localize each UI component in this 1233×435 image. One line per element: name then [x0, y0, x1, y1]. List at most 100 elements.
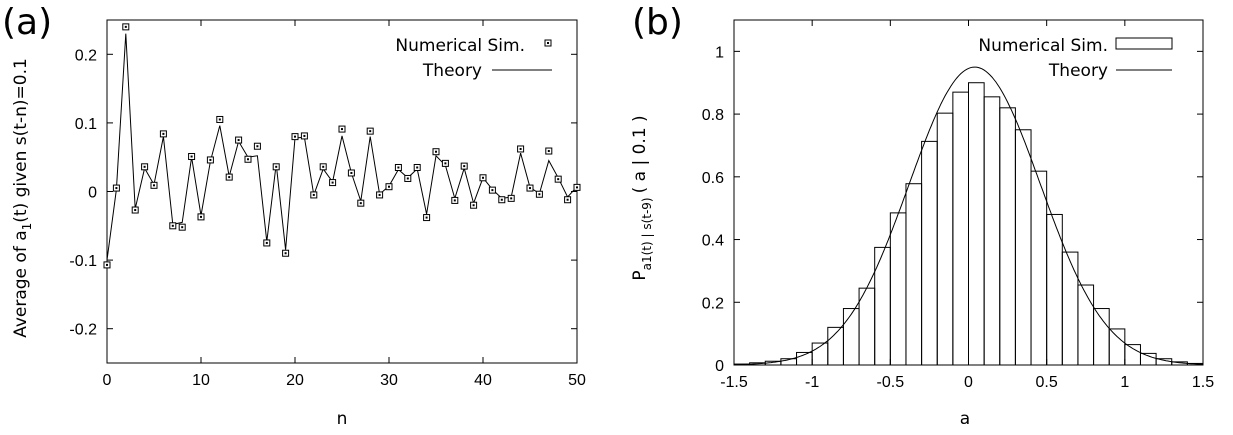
y-tick-label-b: 0.4 — [702, 233, 724, 250]
histogram-bar-b — [1093, 308, 1110, 366]
theory-curve-b — [734, 66, 1204, 366]
sim-point-a — [526, 184, 534, 192]
histogram-bar-b — [921, 140, 938, 366]
sim-marker-dot — [463, 165, 466, 168]
chart-panel-b: (b) -1.5 -1 -0.5 0 0.5 1 1.5 0 0.2 0.4 0.6 0.8 1 Num… — [630, 2, 1214, 429]
sim-marker-dot — [547, 150, 550, 153]
histogram-bar-b — [952, 91, 969, 366]
sim-point-a — [357, 199, 365, 207]
y-tick-label-b: 1 — [715, 44, 724, 61]
sim-marker-dot — [425, 216, 428, 219]
sim-marker-dot — [143, 165, 146, 168]
sim-marker-dot — [557, 178, 560, 181]
sim-marker-dot — [171, 224, 174, 227]
legend-marker-dot-a — [547, 42, 549, 44]
sim-point-a — [479, 174, 487, 182]
sim-point-a — [347, 169, 355, 177]
sim-marker-dot — [237, 139, 240, 142]
panel-label-b: (b) — [632, 2, 683, 43]
y-axis-label-a: Average of a1(t) given s(t-n)=0.1 — [11, 58, 34, 338]
x-tick-label-b: 0.5 — [1036, 374, 1058, 391]
sim-point-a — [188, 153, 196, 161]
sim-marker-dot — [294, 135, 296, 138]
sim-point-a — [535, 190, 543, 198]
sim-marker-dot — [303, 134, 306, 137]
sim-point-a — [385, 183, 393, 191]
legend-label-theory-a: Theory — [422, 61, 482, 81]
y-tick-label-a: -0.1 — [69, 253, 97, 270]
sim-point-a — [376, 191, 384, 199]
sim-point-a — [122, 23, 130, 31]
sim-marker-dot — [115, 187, 118, 190]
x-axis-label-b: a — [960, 409, 970, 429]
sim-point-a — [263, 239, 271, 247]
histogram-bar-b — [1108, 328, 1126, 366]
sim-point-a — [150, 181, 158, 189]
sim-point-a — [235, 136, 243, 144]
plot-area-b: -1.5 -1 -0.5 0 0.5 1 1.5 0 0.2 0.4 0.6 0.8 1 — [702, 19, 1214, 391]
sim-point-a — [206, 156, 214, 164]
sim-point-a — [131, 206, 139, 214]
sim-point-a — [282, 249, 290, 257]
sim-point-a — [103, 261, 111, 269]
sim-marker-dot — [200, 215, 202, 218]
y-tick-label-b: 0.8 — [702, 107, 724, 124]
sim-point-a — [507, 194, 515, 202]
histogram-bar-b — [1139, 352, 1157, 366]
sim-marker-dot — [416, 166, 419, 169]
sim-point-a — [423, 214, 431, 222]
sim-point-a — [338, 125, 346, 133]
sim-marker-dot — [284, 252, 287, 255]
x-tick-label-a: 40 — [474, 372, 492, 389]
sim-marker-dot — [482, 176, 484, 179]
sim-marker-dot — [406, 177, 409, 180]
sim-marker-dot — [435, 150, 437, 153]
sim-marker-dot — [350, 171, 353, 174]
sim-point-a — [564, 196, 572, 204]
sim-marker-dot — [500, 198, 503, 201]
sim-marker-dot — [510, 197, 513, 200]
y-tick-label-a: -0.2 — [69, 322, 97, 339]
histogram-bar-b — [936, 112, 954, 366]
sim-point-a — [178, 223, 186, 231]
histogram-bar-b — [889, 212, 907, 366]
sim-point-a — [441, 159, 449, 167]
x-tick-label-a: 50 — [568, 372, 586, 389]
legend-marker-sim-a — [544, 39, 552, 47]
histogram-bar-b — [858, 287, 876, 366]
sim-point-a — [329, 179, 337, 187]
theory-line-a — [106, 33, 578, 261]
sim-marker-dot — [247, 158, 249, 161]
legend-b: Numerical Sim. Theory — [978, 36, 1173, 81]
sim-marker-dot — [134, 209, 137, 212]
sim-point-a — [141, 163, 149, 171]
sim-marker-dot — [444, 162, 447, 165]
sim-point-a — [517, 145, 525, 153]
legend-box-sim-b — [1115, 37, 1173, 50]
histogram-bar-b — [874, 246, 891, 366]
sim-point-a — [573, 183, 581, 191]
sim-marker-dot — [275, 165, 278, 168]
x-tick-label-b: -1 — [805, 374, 819, 391]
sim-point-a — [554, 175, 562, 183]
histogram-bar-b — [1061, 251, 1079, 366]
sim-marker-dot — [124, 25, 127, 28]
sim-marker-dot — [566, 198, 569, 201]
x-tick-label-b: -0.5 — [877, 374, 905, 391]
sim-point-a — [300, 132, 308, 140]
sim-marker-dot — [519, 147, 522, 150]
histogram-bar-b — [983, 96, 1001, 366]
sim-point-a — [404, 174, 412, 182]
sim-marker-dot — [369, 130, 372, 133]
sim-point-a — [169, 222, 177, 230]
sim-point-a — [159, 130, 167, 138]
sim-point-a — [272, 163, 280, 171]
x-tick-label-b: 1 — [1120, 374, 1129, 391]
legend-label-theory-b: Theory — [1048, 61, 1108, 81]
plot-area-a: 0 10 20 30 40 50 -0.2 -0.1 0 0.1 0.2 — [69, 19, 586, 389]
sim-marker-dot — [472, 204, 475, 207]
legend-label-sim-b: Numerical Sim. — [978, 36, 1108, 56]
y-axis-label-b: Pa1(t) | s(t-9)( a | 0.1 ) — [630, 115, 654, 280]
y-tick-label-b: 0.6 — [702, 170, 724, 187]
